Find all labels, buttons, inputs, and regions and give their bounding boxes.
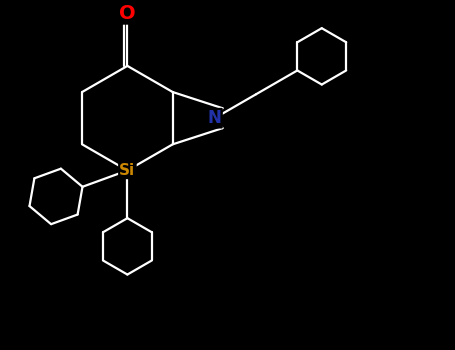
Text: Si: Si — [119, 163, 136, 178]
Text: N: N — [207, 109, 222, 127]
Text: O: O — [119, 4, 136, 23]
